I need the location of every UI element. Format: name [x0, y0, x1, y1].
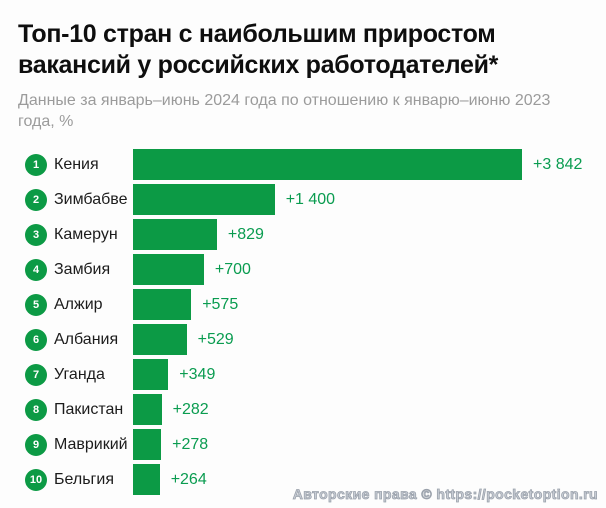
country-label: Албания [54, 330, 119, 348]
chart-row: 9 Маврикий +278 [0, 427, 606, 462]
rank-badge: 8 [25, 398, 47, 421]
value-label: +264 [170, 470, 207, 488]
bar [133, 184, 275, 215]
country-label: Зимбабве [54, 190, 128, 208]
country-label: Камерун [54, 225, 118, 243]
chart-row: 2 Зимбабве +1 400 [0, 182, 606, 217]
chart-subtitle: Данные за январь–июнь 2024 года по отнош… [18, 92, 551, 130]
chart-header: Топ-10 стран с наибольшим приростом вака… [0, 0, 606, 133]
rank-badge: 6 [25, 328, 47, 351]
chart-row: 10 Бельгия +264 [0, 462, 606, 497]
country-label: Алжир [54, 295, 103, 313]
value-label: +1 400 [285, 190, 336, 208]
country-label: Кения [54, 155, 99, 173]
chart-row: 4 Замбия +700 [0, 252, 606, 287]
bar [133, 429, 162, 460]
bar [133, 464, 160, 495]
copyright-watermark: Авторские права © https://pocketoption.r… [292, 486, 598, 503]
value-label: +349 [179, 365, 216, 383]
rank-badge: 5 [25, 293, 47, 316]
rank-badge: 9 [25, 433, 47, 456]
chart-row: 7 Уганда +349 [0, 357, 606, 392]
rank-badge: 7 [25, 363, 47, 386]
bar [133, 394, 162, 425]
value-label: +282 [172, 400, 209, 418]
rank-badge: 10 [25, 468, 47, 491]
chart-title: Топ-10 стран с наибольшим приростом вака… [18, 20, 499, 79]
chart-row: 3 Камерун +829 [0, 217, 606, 252]
bar [133, 289, 192, 320]
value-label: +829 [227, 225, 264, 243]
bar [133, 149, 522, 180]
rank-badge: 1 [25, 153, 47, 176]
chart-row: 5 Алжир +575 [0, 287, 606, 322]
chart-row: 1 Кения +3 842 [0, 147, 606, 182]
bar-chart: 1 Кения +3 842 2 Зимбабве +1 400 3 Камерун +829 4… [0, 147, 606, 497]
country-label: Маврикий [54, 435, 128, 453]
rank-badge: 3 [25, 223, 47, 246]
rank-badge: 4 [25, 258, 47, 281]
bar [133, 324, 187, 355]
country-label: Замбия [54, 260, 111, 278]
bar [133, 219, 217, 250]
value-label: +3 842 [533, 155, 583, 173]
country-label: Пакистан [54, 400, 124, 418]
bar [133, 359, 169, 390]
value-label: +700 [214, 260, 251, 278]
rank-badge: 2 [25, 188, 47, 211]
bar [133, 254, 204, 285]
value-label: +529 [197, 330, 234, 348]
value-label: +575 [202, 295, 239, 313]
country-label: Уганда [54, 365, 105, 383]
chart-row: 6 Албания +529 [0, 322, 606, 357]
country-label: Бельгия [54, 470, 114, 488]
value-label: +278 [172, 435, 209, 453]
chart-row: 8 Пакистан +282 [0, 392, 606, 427]
